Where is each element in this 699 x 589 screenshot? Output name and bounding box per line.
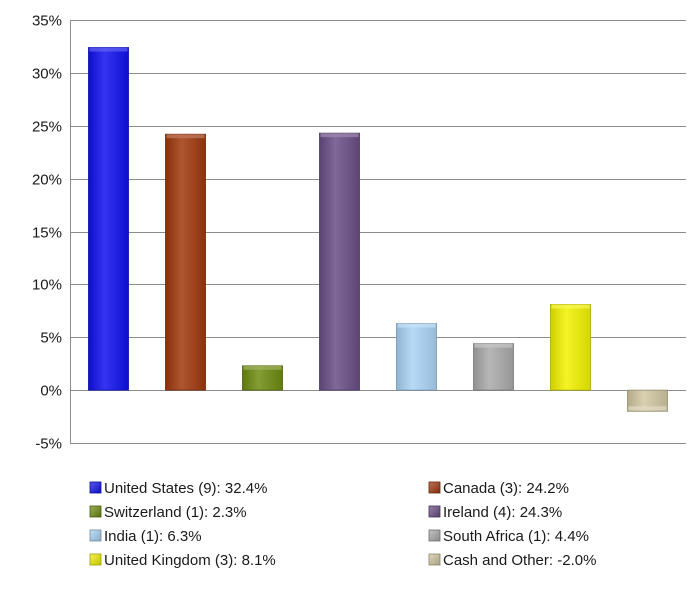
bar <box>627 389 668 412</box>
y-tick-label: 0% <box>40 383 62 400</box>
bar <box>88 47 129 391</box>
legend-swatch <box>428 529 441 542</box>
legend-swatch <box>428 553 441 566</box>
legend-label: South Africa (1): 4.4% <box>443 528 589 545</box>
gridlines <box>70 20 686 444</box>
bar <box>165 133 206 391</box>
bar-bevel <box>320 133 359 138</box>
y-tick-label: -5% <box>35 436 62 453</box>
bar-bevel <box>474 343 513 348</box>
bar-bevel <box>166 134 205 139</box>
legend-label: Switzerland (1): 2.3% <box>104 504 247 521</box>
y-tick-label: 20% <box>32 172 62 189</box>
bar <box>396 323 437 391</box>
legend-swatch <box>428 505 441 518</box>
y-tick-label: 10% <box>32 277 62 294</box>
legend: United States (9): 32.4% Canada (3): 24.2… <box>89 480 596 569</box>
legend-swatch <box>428 481 441 494</box>
y-tick-label: 30% <box>32 66 62 83</box>
bar-bevel <box>551 304 590 309</box>
bar-bevel <box>397 323 436 328</box>
bar <box>473 343 514 391</box>
bar <box>319 132 360 391</box>
legend-swatch <box>89 529 102 542</box>
bar-bevel <box>89 47 128 52</box>
y-axis-ticks: 35% 30% 25% 20% 15% 10% 5% 0% -5% <box>32 13 62 453</box>
legend-label: United States (9): 32.4% <box>104 480 267 497</box>
legend-label: India (1): 6.3% <box>104 528 202 545</box>
bar <box>550 304 591 391</box>
bar-bevel <box>243 365 282 370</box>
y-tick-label: 35% <box>32 13 62 30</box>
legend-swatch <box>89 505 102 518</box>
legend-swatch <box>89 481 102 494</box>
y-tick-label: 5% <box>40 330 62 347</box>
legend-label: Ireland (4): 24.3% <box>443 504 562 521</box>
legend-label: Cash and Other: -2.0% <box>443 552 596 569</box>
legend-label: United Kingdom (3): 8.1% <box>104 552 276 569</box>
bars <box>88 47 668 412</box>
bar-bevel <box>628 406 667 411</box>
y-tick-label: 15% <box>32 225 62 242</box>
legend-label: Canada (3): 24.2% <box>443 480 569 497</box>
legend-swatch <box>89 553 102 566</box>
y-tick-label: 25% <box>32 119 62 136</box>
